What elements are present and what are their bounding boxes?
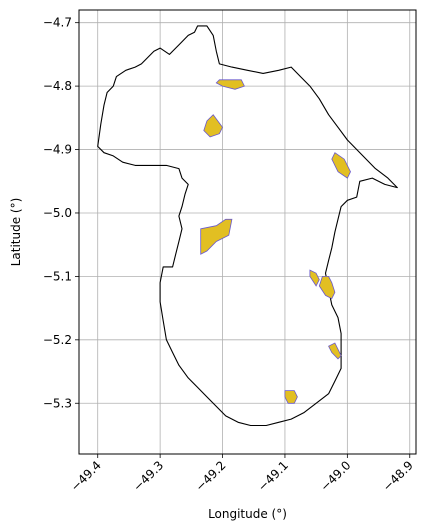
x-tick-label: −48.9: [380, 458, 416, 494]
y-tick-label: −4.7: [43, 16, 72, 30]
patch-center: [200, 218, 233, 255]
patch-south: [284, 390, 298, 404]
x-axis-label: Longitude (°): [208, 507, 287, 521]
y-axis-ticks: −4.7 −4.8 −4.9 −5.0 −5.1 −5.2 −5.3: [43, 16, 79, 410]
patch-layer: [200, 79, 351, 404]
x-tick-label: −49.3: [130, 458, 166, 494]
patch-east: [331, 152, 351, 179]
grid-lines: [79, 10, 416, 454]
x-tick-label: −49.0: [318, 458, 354, 494]
patch-south-east: [328, 342, 342, 360]
patch-north: [215, 79, 245, 90]
x-axis-ticks: −49.4 −49.3 −49.2 −49.1 −49.0 −48.9: [68, 454, 416, 494]
x-tick-label: −49.2: [193, 458, 229, 494]
y-tick-label: −5.2: [43, 333, 72, 347]
boundary-layer: [97, 25, 398, 427]
y-axis-label: Latitude (°): [9, 198, 23, 267]
x-tick-label: −49.1: [255, 458, 291, 494]
region-boundary: [97, 25, 398, 427]
patch-southeast: [318, 275, 336, 300]
patch-northwest: [203, 114, 223, 138]
patch-southeast-small: [309, 269, 320, 287]
y-tick-label: −4.8: [43, 79, 72, 93]
y-tick-label: −5.1: [43, 269, 72, 283]
y-tick-label: −5.3: [43, 396, 72, 410]
y-tick-label: −4.9: [43, 143, 72, 157]
y-tick-label: −5.0: [43, 206, 72, 220]
plot-frame: [78, 9, 417, 455]
x-tick-label: −49.4: [68, 458, 104, 494]
